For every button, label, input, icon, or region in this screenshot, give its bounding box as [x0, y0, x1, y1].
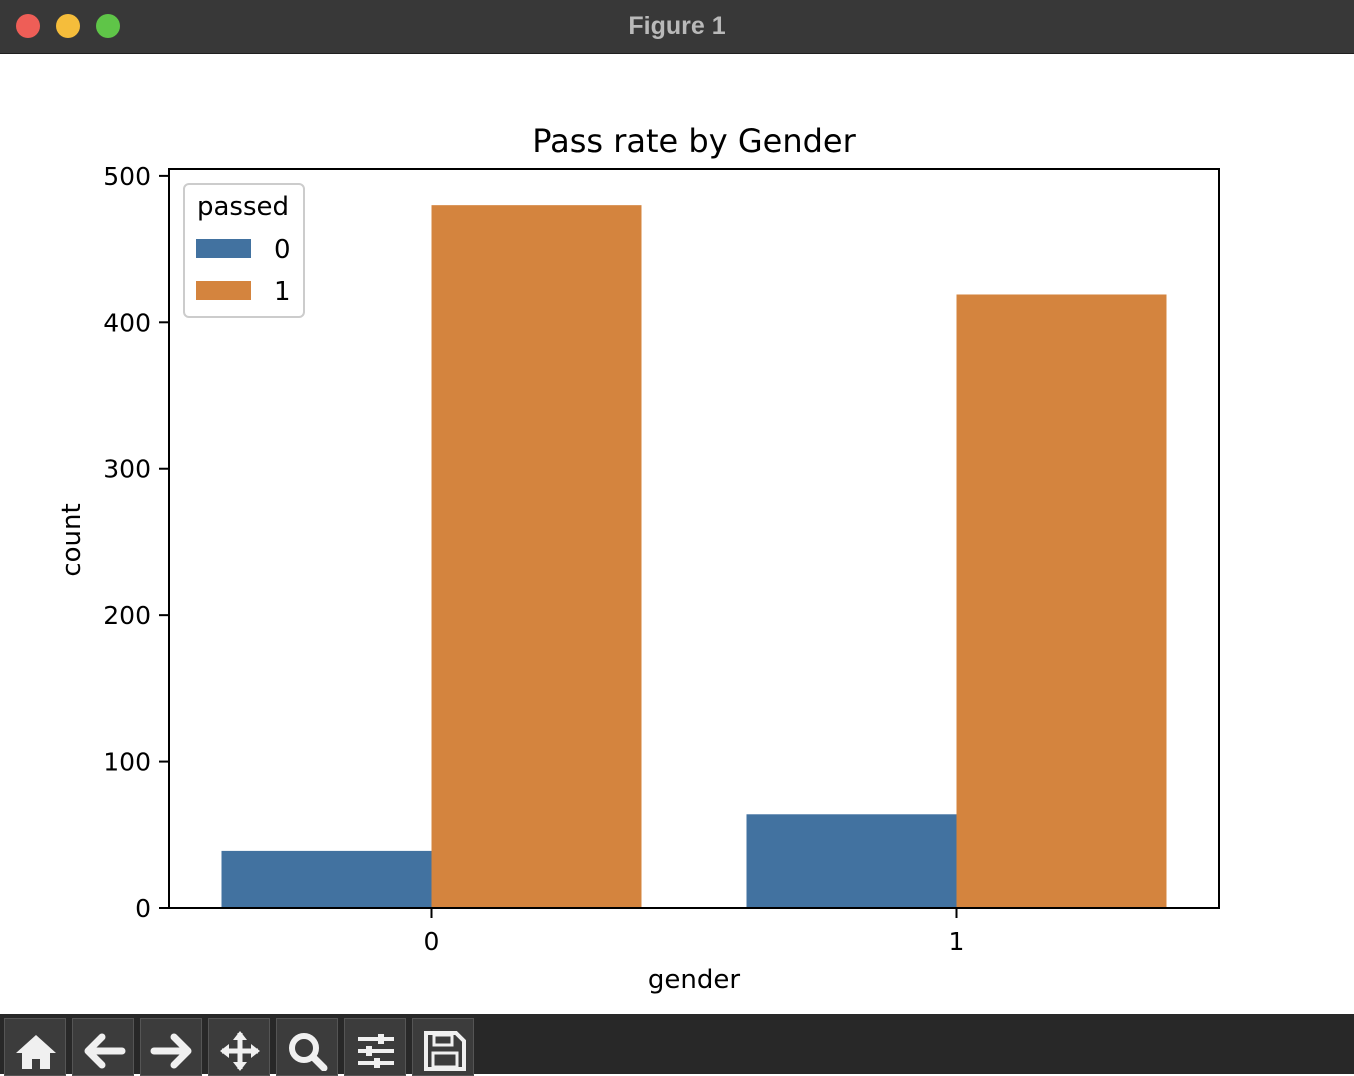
- close-window-button[interactable]: [16, 14, 40, 38]
- plot-frame: [168, 168, 1220, 909]
- save-button[interactable]: [412, 1018, 474, 1076]
- x-tick-label: 1: [949, 927, 965, 956]
- y-axis-ticks: 0 100 200 300 400 500: [103, 162, 169, 923]
- y-tick-label: 400: [103, 308, 151, 337]
- legend-swatch-passed-0: [196, 239, 251, 258]
- bar-gender-0-passed-0: [221, 850, 432, 908]
- zoom-magnifier-icon: [289, 1033, 328, 1071]
- legend: passed 0 1: [183, 183, 305, 318]
- pan-button[interactable]: [208, 1018, 270, 1076]
- window-titlebar: Figure 1: [0, 0, 1354, 54]
- x-tick-label: 0: [424, 927, 440, 956]
- back-arrow-icon: [84, 1033, 126, 1069]
- navigation-toolbar: [0, 1014, 1354, 1076]
- back-button[interactable]: [72, 1018, 134, 1076]
- bar-gender-1-passed-1: [956, 294, 1167, 908]
- y-tick-label: 100: [103, 748, 151, 777]
- home-button[interactable]: [4, 1018, 66, 1076]
- y-tick-label: 500: [103, 162, 151, 191]
- y-tick-label: 200: [103, 601, 151, 630]
- maximize-window-button[interactable]: [96, 14, 120, 38]
- legend-swatch-passed-1: [196, 281, 251, 300]
- y-tick-label: 300: [103, 455, 151, 484]
- zoom-button[interactable]: [276, 1018, 338, 1076]
- pan-move-icon: [220, 1031, 260, 1071]
- chart-title: Pass rate by Gender: [532, 122, 856, 160]
- legend-title: passed: [197, 192, 289, 222]
- y-tick-label: 0: [135, 894, 151, 923]
- bar-gender-1-passed-0: [746, 814, 957, 908]
- minimize-window-button[interactable]: [56, 14, 80, 38]
- bars-group: [221, 205, 1167, 908]
- legend-label-passed-0: 0: [274, 235, 291, 265]
- x-axis-label: gender: [648, 965, 740, 995]
- forward-button[interactable]: [140, 1018, 202, 1076]
- save-floppy-icon: [424, 1031, 466, 1071]
- home-icon: [16, 1035, 56, 1069]
- window-title: Figure 1: [628, 12, 726, 40]
- forward-arrow-icon: [150, 1033, 192, 1069]
- configure-subplots-icon: [358, 1034, 394, 1068]
- legend-label-passed-1: 1: [274, 277, 291, 307]
- configure-subplots-button[interactable]: [344, 1018, 406, 1076]
- bar-gender-0-passed-1: [431, 205, 642, 908]
- y-axis-label: count: [57, 503, 87, 576]
